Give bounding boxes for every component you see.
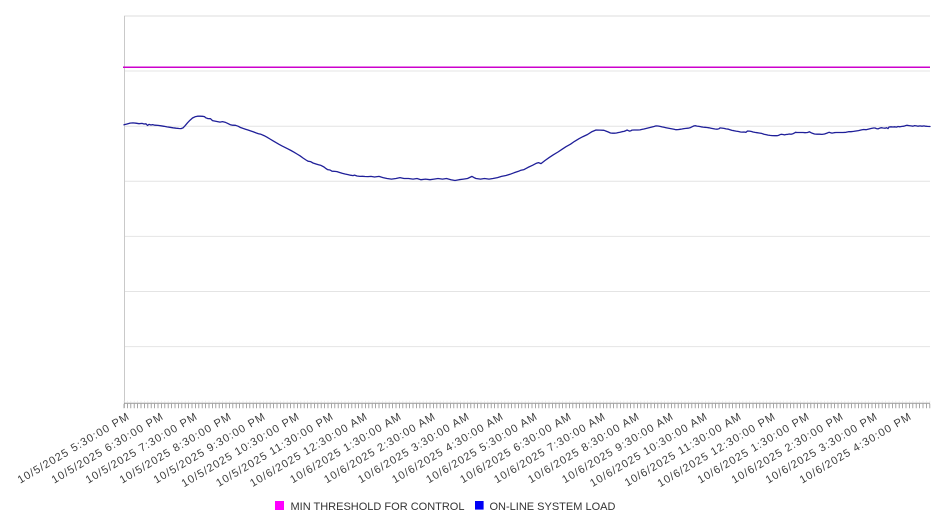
svg-text:MIN THRESHOLD FOR CONTROL: MIN THRESHOLD FOR CONTROL [291, 501, 465, 513]
svg-text:ON-LINE SYSTEM LOAD: ON-LINE SYSTEM LOAD [490, 501, 616, 513]
